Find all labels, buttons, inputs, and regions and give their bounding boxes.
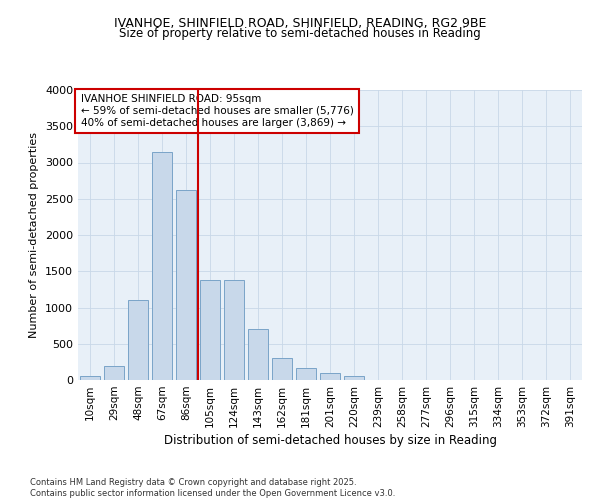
Text: IVANHOE SHINFIELD ROAD: 95sqm
← 59% of semi-detached houses are smaller (5,776)
: IVANHOE SHINFIELD ROAD: 95sqm ← 59% of s… bbox=[80, 94, 353, 128]
Bar bbox=[272, 358, 292, 380]
Bar bbox=[344, 376, 364, 380]
Text: Contains HM Land Registry data © Crown copyright and database right 2025.
Contai: Contains HM Land Registry data © Crown c… bbox=[30, 478, 395, 498]
Text: Size of property relative to semi-detached houses in Reading: Size of property relative to semi-detach… bbox=[119, 28, 481, 40]
Bar bbox=[200, 280, 220, 380]
Y-axis label: Number of semi-detached properties: Number of semi-detached properties bbox=[29, 132, 40, 338]
Bar bbox=[248, 329, 268, 380]
Bar bbox=[296, 368, 316, 380]
Bar bbox=[80, 376, 100, 380]
Text: IVANHOE, SHINFIELD ROAD, SHINFIELD, READING, RG2 9BE: IVANHOE, SHINFIELD ROAD, SHINFIELD, READ… bbox=[114, 18, 486, 30]
Bar bbox=[152, 152, 172, 380]
Bar bbox=[320, 373, 340, 380]
Bar bbox=[128, 300, 148, 380]
Bar bbox=[224, 280, 244, 380]
Bar bbox=[104, 366, 124, 380]
Bar bbox=[176, 190, 196, 380]
X-axis label: Distribution of semi-detached houses by size in Reading: Distribution of semi-detached houses by … bbox=[163, 434, 497, 447]
